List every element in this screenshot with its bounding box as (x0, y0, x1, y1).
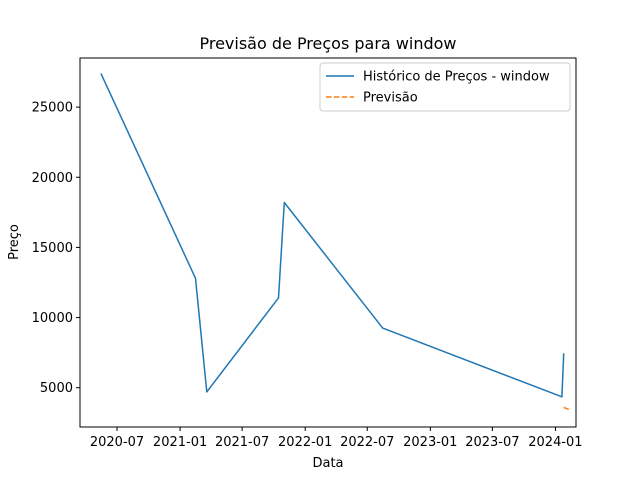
y-tick-label: 25000 (32, 101, 73, 116)
legend-label: Previsão (363, 91, 418, 106)
legend-box (319, 62, 571, 112)
x-tick-label: 2023-01 (403, 435, 457, 450)
series-line-1 (563, 406, 572, 411)
x-axis-label: Data (312, 456, 343, 471)
y-tick-label: 5000 (40, 381, 73, 396)
series-layer (100, 73, 572, 411)
y-tick-label: 15000 (32, 241, 73, 256)
x-tick-label: 2022-01 (278, 435, 332, 450)
x-tick-label: 2023-07 (465, 435, 519, 450)
plot-frame (79, 57, 577, 428)
legend: Histórico de Preços - window Previsão (319, 62, 571, 112)
x-tick-label: 2024-01 (528, 435, 582, 450)
x-tick-label: 2022-07 (340, 435, 394, 450)
y-axis: 5000 10000 15000 20000 25000 (32, 101, 80, 396)
y-tick-label: 20000 (32, 171, 73, 186)
x-tick-label: 2021-07 (215, 435, 269, 450)
y-axis-label: Preço (7, 224, 22, 260)
chart-title: Previsão de Preços para window (199, 34, 456, 53)
x-tick-label: 2021-01 (153, 435, 207, 450)
x-axis: 2020-07 2021-01 2021-07 2022-01 2022-07 2023-… (90, 427, 583, 450)
y-tick-label: 10000 (32, 311, 73, 326)
series-line-0 (100, 73, 565, 398)
x-tick-label: 2020-07 (90, 435, 144, 450)
plot-area (80, 58, 576, 427)
legend-label: Histórico de Preços - window (363, 70, 550, 85)
